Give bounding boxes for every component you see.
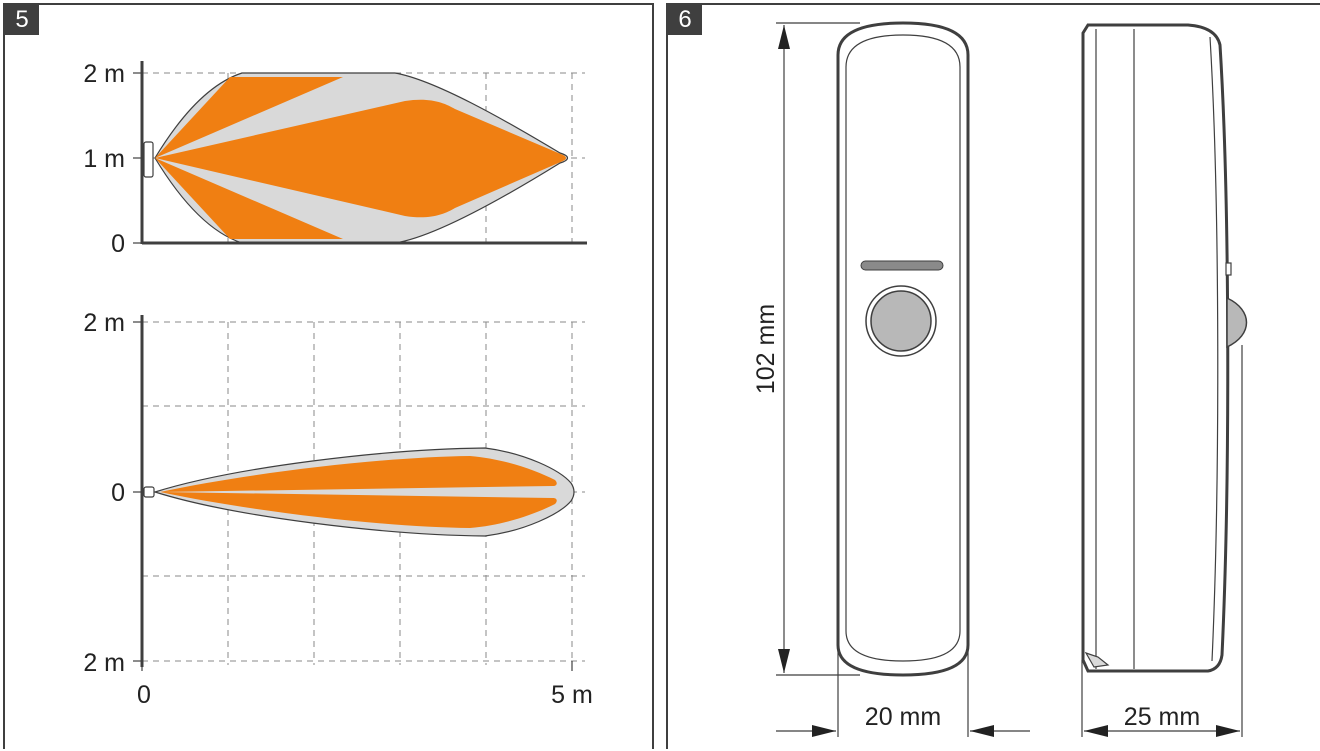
depth-dimension-line — [1081, 345, 1243, 737]
pir-lens — [870, 290, 932, 352]
detector-marker-top — [143, 141, 154, 178]
side-view-label-x-start: 0 — [137, 681, 151, 709]
detection-zone-panel: 5 2 m 1 m 0 — [3, 3, 654, 749]
top-view-label-2m: 2 m — [83, 60, 125, 88]
detector-marker-side — [143, 486, 155, 498]
device-side-view — [1081, 23, 1232, 673]
side-view-beams — [160, 456, 557, 528]
led-indicator — [860, 260, 944, 271]
top-view-label-1m: 1 m — [83, 145, 125, 173]
width-dimension-line — [776, 645, 1030, 737]
side-view-label-0: 0 — [111, 479, 125, 507]
pir-lens-profile — [1226, 296, 1248, 349]
side-view-label-2m-top: 2 m — [83, 309, 125, 337]
device-dimension-drawing: 102 mm 20 mm 25 mm — [752, 21, 1248, 737]
detection-zone-diagrams: 2 m 1 m 0 — [83, 60, 593, 709]
figure-number-badge: 6 — [668, 5, 702, 35]
side-view-outer-zone — [152, 447, 575, 537]
top-view-axes — [140, 61, 587, 245]
depth-dimension-label: 25 mm — [1124, 703, 1200, 731]
width-dimension-label: 20 mm — [865, 703, 941, 731]
top-view-beams — [155, 77, 566, 239]
device-dimensions-panel: 6 102 mm — [666, 3, 1320, 749]
figure-number-badge: 5 — [5, 5, 39, 35]
height-dimension-label: 102 mm — [752, 304, 780, 394]
top-view-label-0: 0 — [111, 230, 125, 258]
side-view-label-2m-bottom: 2 m — [83, 649, 125, 677]
side-view-label-x-end: 5 m — [551, 681, 593, 709]
height-dimension-line — [776, 22, 860, 676]
